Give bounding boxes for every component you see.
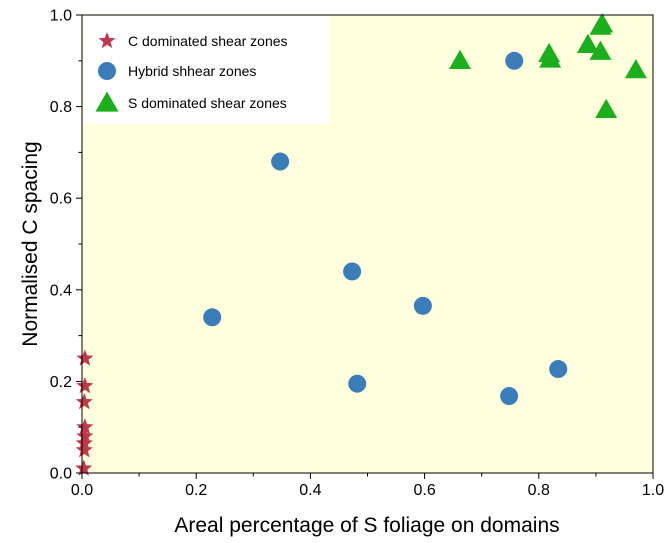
- x-tick-label: 0.6: [413, 482, 435, 499]
- y-tick-label: 0.8: [50, 99, 72, 116]
- circle-point: [271, 152, 290, 171]
- star-point: [76, 376, 94, 394]
- data-points: [75, 13, 647, 476]
- legend-label: C dominated shear zones: [128, 33, 288, 49]
- y-tick-label: 0.4: [50, 282, 72, 299]
- legend-label: S dominated shear zones: [128, 95, 287, 111]
- circle-point: [348, 374, 367, 393]
- x-tick-label: 0.0: [71, 482, 93, 499]
- y-tick-label: 1.0: [50, 8, 72, 25]
- x-tick-label: 0.4: [299, 482, 321, 499]
- triangle-point: [539, 48, 562, 68]
- y-tick-label: 0.0: [50, 466, 72, 483]
- x-axis-title: Areal percentage of S foliage on domains: [174, 514, 559, 537]
- y-tick-label: 0.6: [50, 191, 72, 208]
- legend-circle-marker: [98, 62, 116, 80]
- star-point: [76, 418, 94, 435]
- x-tick-label: 0.8: [528, 482, 550, 499]
- triangle-point: [624, 58, 647, 79]
- triangle-point: [595, 98, 618, 119]
- star-point: [75, 441, 93, 458]
- y-tick-label: 0.2: [50, 374, 72, 391]
- legend-star-marker: [98, 32, 116, 49]
- circle-point: [203, 308, 222, 327]
- star-point: [76, 349, 94, 366]
- x-tick-label: 1.0: [642, 482, 664, 499]
- triangle-point: [576, 33, 599, 54]
- star-point: [76, 427, 94, 444]
- x-tick-label: 0.2: [185, 482, 207, 499]
- circle-point: [413, 296, 432, 315]
- legend-label: Hybrid shhear zones: [128, 63, 256, 79]
- y-axis-title: Normalised C spacing: [19, 141, 42, 346]
- circle-point: [500, 387, 519, 406]
- legend-box: [83, 16, 329, 124]
- star-point: [75, 459, 93, 476]
- legend-triangle-marker: [95, 91, 119, 112]
- legend: C dominated shear zones Hybrid shhear zon…: [83, 16, 329, 124]
- circle-point: [505, 51, 524, 70]
- circle-point: [343, 262, 362, 281]
- triangle-point: [449, 49, 472, 70]
- star-point: [75, 393, 93, 410]
- circle-point: [549, 360, 568, 379]
- triangle-point: [589, 40, 612, 60]
- axes: 0.0 0.2 0.4 0.6 0.8 1.0 0.0 0.2 0.4 0.6 0.8 1.0: [50, 8, 664, 500]
- triangle-point: [591, 13, 614, 33]
